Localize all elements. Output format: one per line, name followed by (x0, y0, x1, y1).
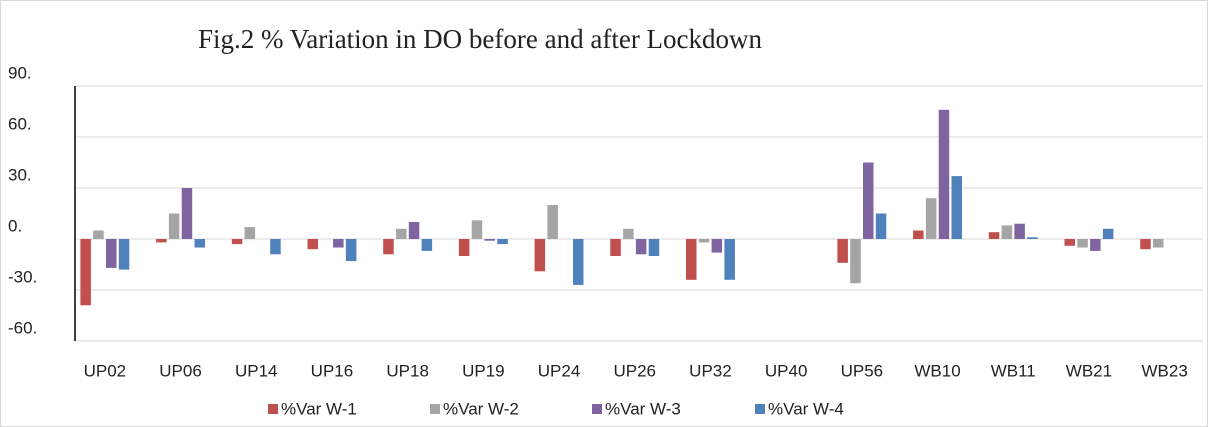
bar (686, 239, 697, 280)
y-tick-label: 60. (8, 114, 32, 133)
x-tick-label: WB23 (1142, 361, 1188, 380)
legend-label: %Var W-1 (281, 399, 357, 418)
legend-label: %Var W-2 (443, 399, 519, 418)
bar (724, 239, 735, 280)
bar (951, 176, 962, 239)
x-tick-label: WB21 (1066, 361, 1112, 380)
bar (635, 239, 647, 255)
bar (231, 239, 243, 245)
bar (1001, 225, 1013, 239)
x-tick-label: WB11 (991, 361, 1036, 380)
x-tick-label: UP24 (538, 361, 581, 380)
bar (988, 232, 1000, 239)
bar (711, 239, 723, 253)
bar (1153, 239, 1164, 248)
bar (471, 220, 483, 239)
y-tick-label: -60. (8, 318, 37, 337)
bar (1090, 239, 1101, 251)
bar (850, 239, 861, 284)
bar (458, 239, 470, 256)
y-tick-label: -30. (8, 267, 37, 286)
bar (383, 239, 394, 255)
bar (1014, 223, 1025, 239)
bar (194, 239, 205, 248)
bar (1027, 237, 1038, 239)
bar (547, 205, 558, 239)
x-tick-label: UP56 (841, 361, 884, 380)
x-tick-label: UP40 (765, 361, 808, 380)
bar (698, 239, 710, 243)
bar (156, 239, 167, 243)
legend-label: %Var W-4 (768, 399, 844, 418)
x-tick-label: UP02 (84, 361, 127, 380)
bar (168, 213, 180, 239)
y-tick-label: 0. (8, 216, 22, 235)
bar (333, 239, 344, 248)
x-tick-label: UP19 (462, 361, 505, 380)
bar (1077, 239, 1088, 248)
bar (875, 213, 887, 239)
bar (181, 188, 193, 239)
x-tick-label: UP26 (613, 361, 656, 380)
bar (1064, 239, 1075, 246)
y-tick-label: 30. (8, 165, 32, 184)
legend-swatch (755, 404, 765, 414)
bar (837, 239, 848, 263)
bar (497, 239, 508, 245)
y-tick-label: 90. (8, 63, 32, 82)
x-tick-label: UP14 (235, 361, 278, 380)
x-tick-label: UP18 (386, 361, 429, 380)
bar (623, 228, 634, 239)
bar (106, 239, 117, 268)
bar (307, 239, 318, 250)
x-tick-label: WB10 (914, 361, 960, 380)
legend-swatch (268, 404, 278, 414)
bar (573, 239, 584, 285)
bar (863, 162, 874, 239)
bar (610, 239, 621, 256)
chart-title: Fig.2 % Variation in DO before and after… (198, 24, 763, 54)
bar (93, 230, 104, 239)
legend-label: %Var W-3 (605, 399, 681, 418)
bar (80, 239, 91, 306)
x-tick-label: UP32 (689, 361, 732, 380)
bar (484, 239, 495, 241)
bar (938, 109, 950, 239)
bar (396, 228, 407, 239)
bar (270, 239, 281, 255)
bar (925, 198, 937, 239)
legend-swatch (430, 404, 440, 414)
bar (408, 222, 420, 239)
bar (1102, 228, 1114, 239)
bar (118, 239, 130, 270)
x-tick-label: UP16 (311, 361, 354, 380)
bar (1140, 239, 1151, 250)
legend-swatch (592, 404, 602, 414)
x-tick-label: UP06 (159, 361, 202, 380)
bar (913, 230, 924, 239)
bar (244, 227, 256, 239)
bar (345, 239, 357, 262)
bar (648, 239, 660, 256)
bar (534, 239, 546, 272)
bar (421, 239, 433, 251)
